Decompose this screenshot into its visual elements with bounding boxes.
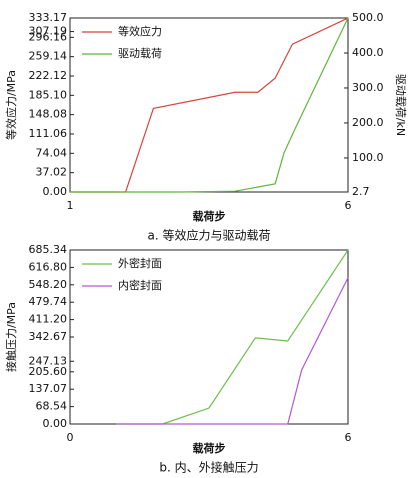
- legend-label: 等效应力: [118, 24, 162, 38]
- chart-title: a. 等效应力与驱动载荷: [148, 228, 271, 243]
- y-tick-label: 548.20: [29, 278, 68, 291]
- y2-tick-label: 400.0: [352, 46, 384, 59]
- y-tick-label: 205.60: [29, 365, 68, 378]
- y-tick-label: 148.08: [29, 108, 68, 121]
- legend-label: 外密封面: [118, 256, 162, 270]
- y-tick-label: 479.74: [29, 295, 68, 308]
- x-axis-label: 载荷步: [193, 441, 226, 455]
- y-axis-label: 接触压力/MPa: [4, 302, 18, 372]
- y-tick-label: 333.17: [29, 11, 68, 24]
- y-tick-label: 411.20: [29, 313, 68, 326]
- y-tick-label: 137.07: [29, 382, 68, 395]
- y-tick-label: 296.16: [29, 30, 68, 43]
- x-tick-label: 1: [67, 199, 74, 212]
- series-line: [70, 17, 349, 193]
- y2-tick-label: 300.0: [352, 81, 384, 94]
- y2-axis-label: 驱动载荷/kN: [394, 74, 407, 136]
- x-tick-label: 6: [345, 199, 352, 212]
- y-tick-label: 111.06: [29, 127, 68, 140]
- series-line: [116, 277, 349, 425]
- legend-label: 驱动载荷: [118, 47, 162, 60]
- y2-tick-label: 200.0: [352, 116, 384, 129]
- y-tick-label: 0.00: [43, 417, 68, 430]
- y2-tick-label: 500.0: [352, 11, 384, 24]
- x-tick-label: 6: [345, 431, 352, 444]
- plot-frame: [69, 249, 349, 425]
- y-tick-label: 307.19: [29, 25, 68, 38]
- y-axis-label: 等效应力/MPa: [4, 70, 18, 140]
- y-tick-label: 685.34: [29, 243, 68, 256]
- y2-tick-label: 100.0: [352, 151, 384, 164]
- y-tick-label: 68.54: [36, 400, 68, 413]
- x-axis-label: 载荷步: [193, 209, 226, 223]
- y-tick-label: 37.02: [36, 166, 68, 179]
- y2-tick-label: 2.7: [352, 185, 370, 198]
- y-tick-label: 616.80: [29, 260, 68, 273]
- y-tick-label: 0.00: [43, 185, 68, 198]
- y-tick-label: 74.04: [36, 146, 68, 159]
- y-tick-label: 259.14: [29, 50, 68, 63]
- y-tick-label: 342.67: [29, 330, 68, 343]
- y-tick-label: 247.13: [29, 354, 68, 367]
- x-tick-label: 0: [67, 431, 74, 444]
- series-line: [116, 249, 349, 425]
- y-tick-label: 185.10: [29, 88, 68, 101]
- series-line: [70, 17, 349, 193]
- legend-label: 内密封面: [118, 278, 162, 292]
- chart-title: b. 内、外接触压力: [159, 460, 258, 475]
- y-tick-label: 222.12: [29, 69, 68, 82]
